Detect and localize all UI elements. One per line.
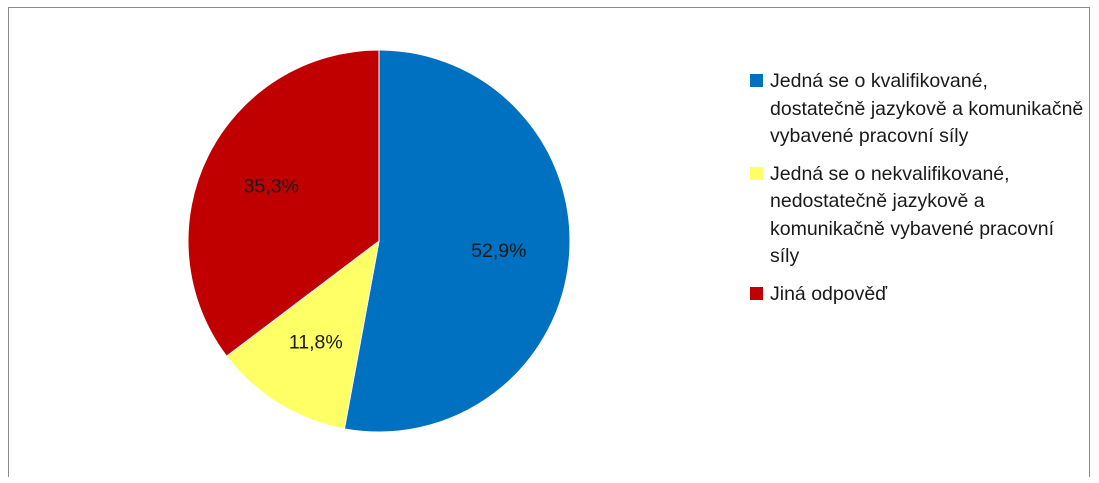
legend-item-other: Jiná odpověď [746, 281, 1086, 309]
chart-area: 52,9% 11,8% 35,3% Jedná se o kvalifikované… [8, 7, 1090, 477]
pie-slice-unqualified [225, 239, 380, 430]
data-label-qualified: 52,9% [471, 240, 526, 262]
pie-slice-qualified [343, 49, 571, 433]
legend-swatch-unqualified [750, 166, 763, 180]
legend-item-unqualified: Jedná se o nekvalifikované, nedostatečně… [746, 161, 1086, 271]
legend-label-unqualified: Jedná se o nekvalifikované, nedostatečně… [770, 162, 1054, 268]
legend-swatch-other [750, 286, 763, 300]
data-label-other: 35,3% [244, 176, 299, 198]
pie-slice-other [187, 49, 380, 357]
legend-label-qualified: Jedná se o kvalifikované, dostatečně jaz… [770, 70, 1084, 147]
legend-swatch-qualified [750, 74, 763, 87]
data-label-unqualified: 11,8% [289, 332, 343, 354]
legend-label-other: Jiná odpověď [770, 282, 888, 305]
pie-chart: 52,9% 11,8% 35,3% [187, 49, 571, 433]
legend: Jedná se o kvalifikované, dostatečně jaz… [746, 68, 1086, 318]
legend-item-qualified: Jedná se o kvalifikované, dostatečně jaz… [746, 68, 1086, 151]
